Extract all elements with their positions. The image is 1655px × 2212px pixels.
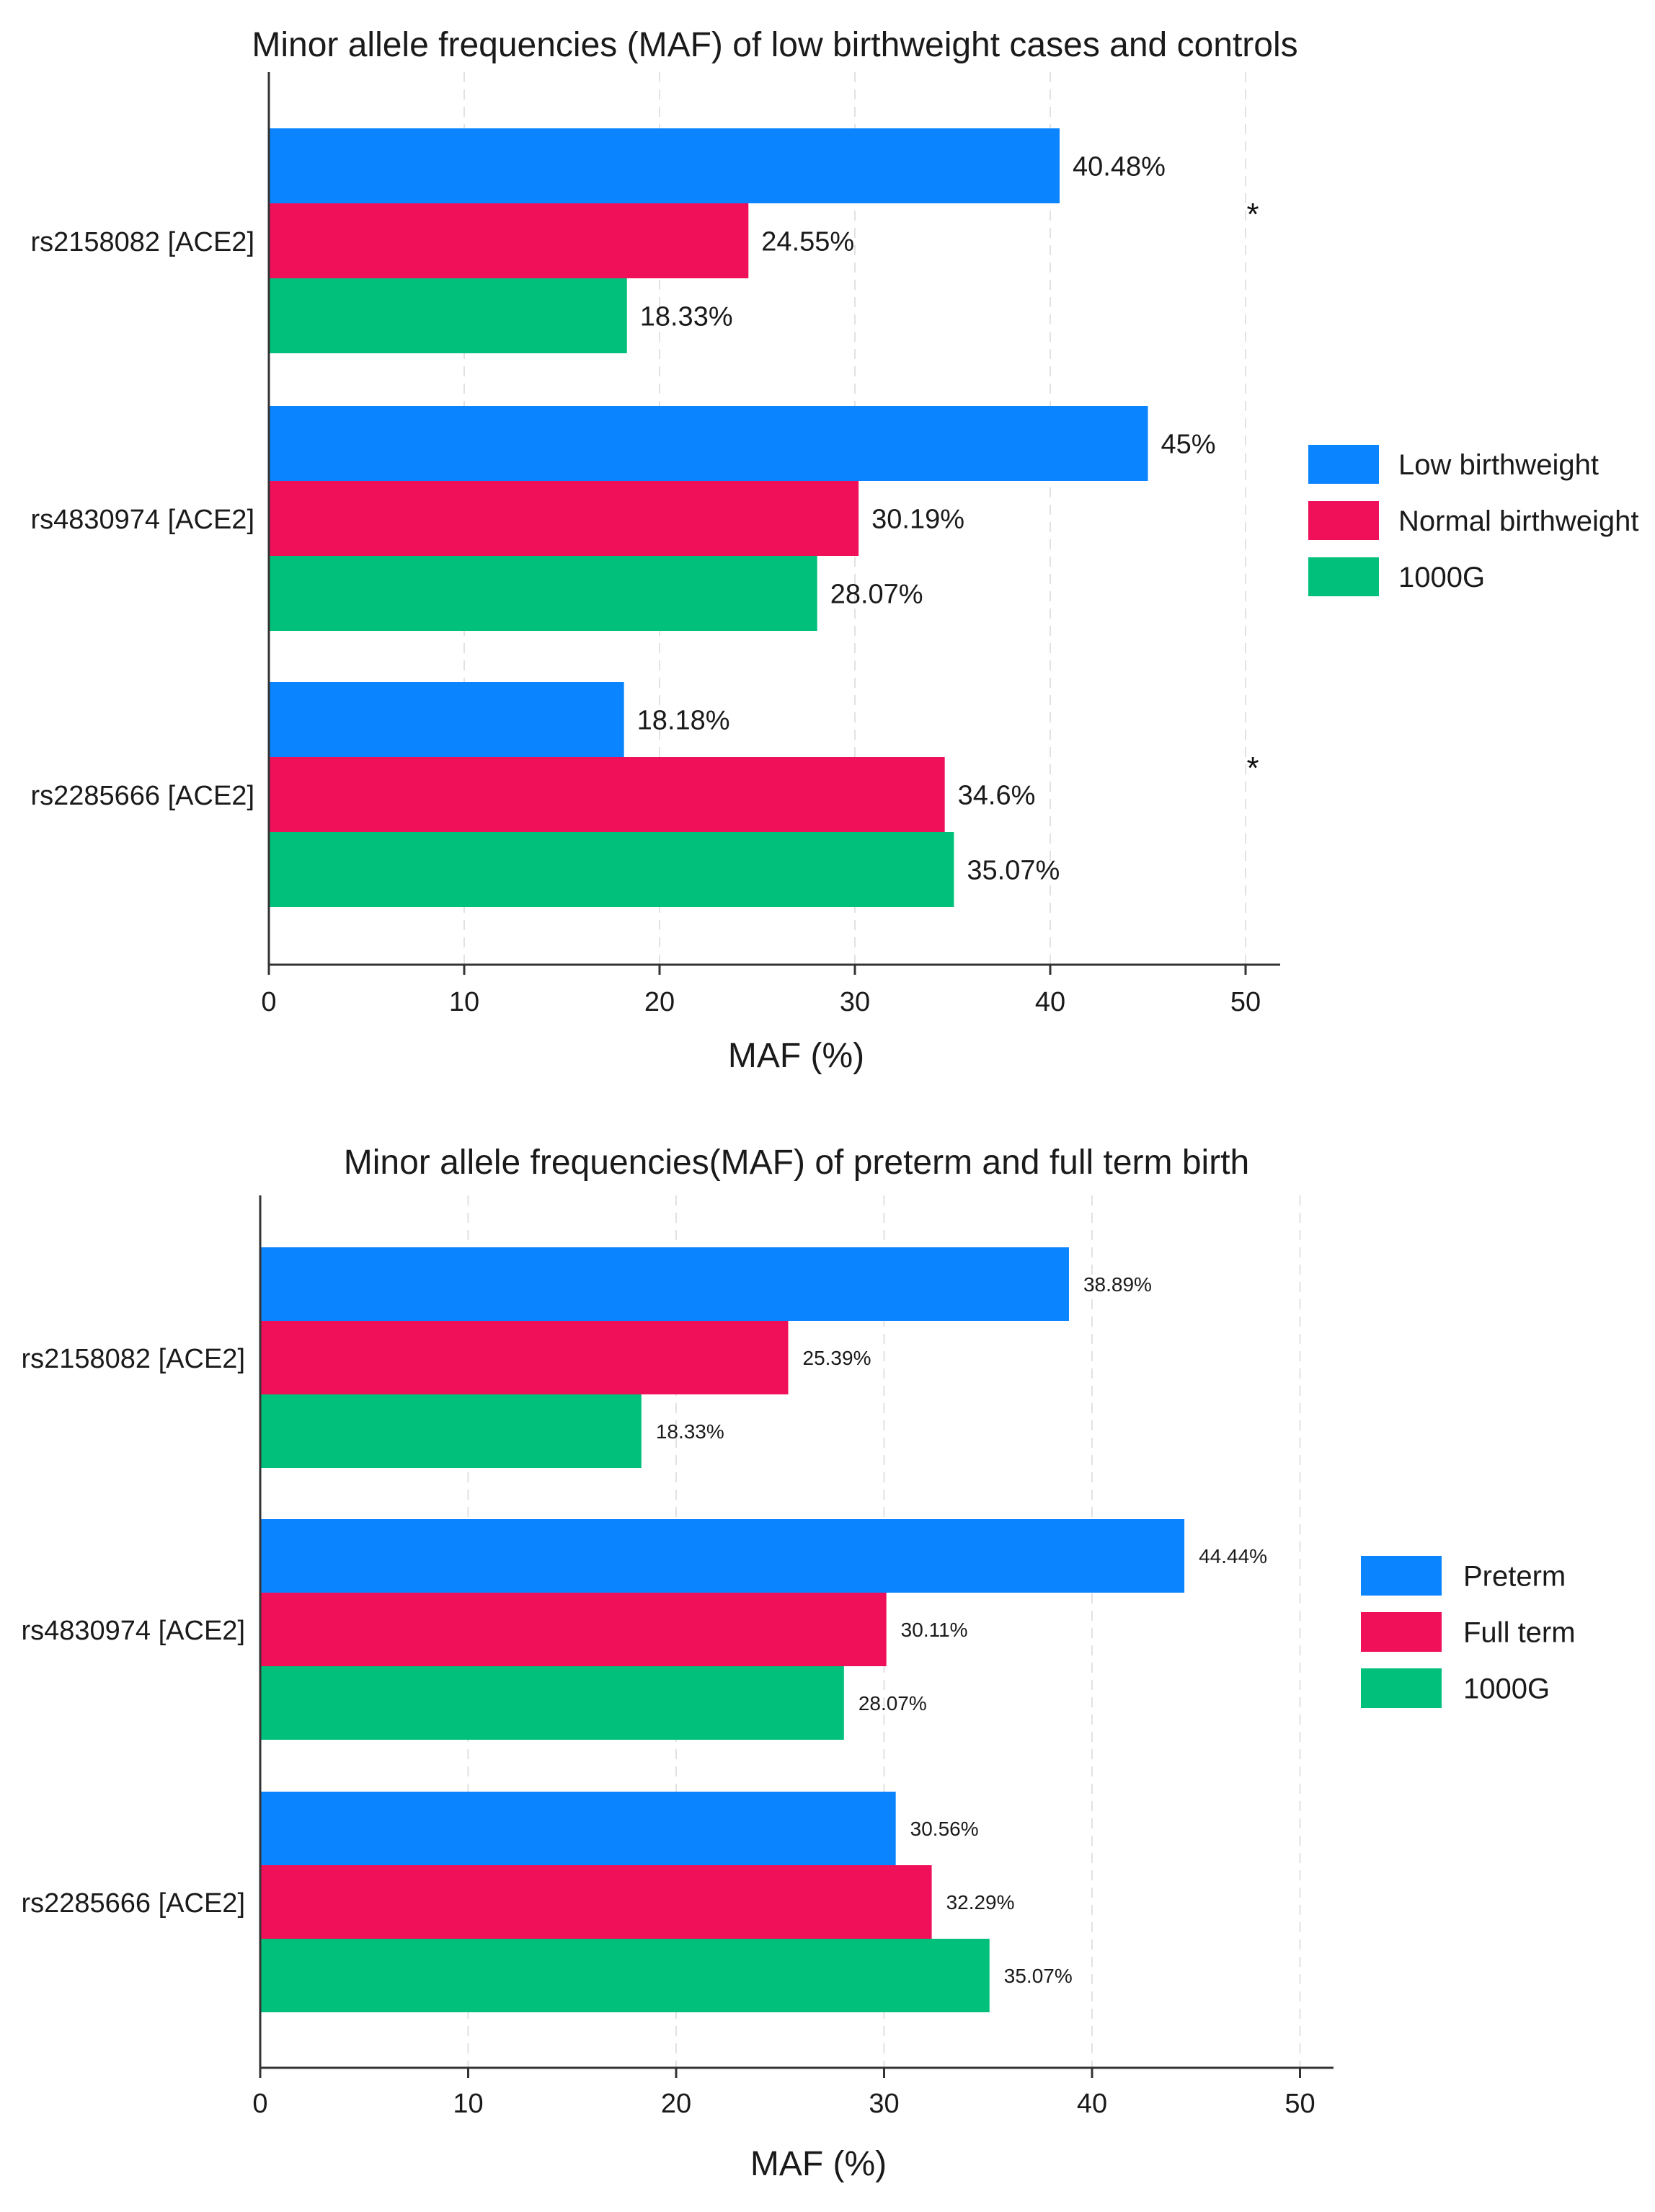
bar	[260, 1321, 789, 1394]
legend-swatch	[1361, 1556, 1442, 1596]
category-label: rs4830974 [ACE2]	[21, 1616, 245, 1646]
data-label: 30.11%	[901, 1619, 968, 1641]
x-tick-label: 40	[1077, 2089, 1107, 2119]
bar	[269, 556, 817, 631]
legend: Low birthweight Normal birthweight 1000G	[1308, 445, 1638, 596]
legend-swatch	[1308, 501, 1379, 540]
chart-title: Minor allele frequencies(MAF) of preterm…	[344, 1143, 1249, 1182]
data-label: 34.6%	[958, 781, 1036, 811]
legend-label: Preterm	[1463, 1561, 1566, 1593]
data-label: 25.39%	[803, 1347, 871, 1369]
category-label: rs2285666 [ACE2]	[21, 1888, 245, 1919]
bar	[260, 1519, 1185, 1593]
data-label: 18.33%	[640, 302, 733, 332]
legend-label: 1000G	[1398, 562, 1485, 593]
data-label: 24.55%	[761, 227, 854, 257]
bar	[269, 757, 945, 832]
x-axis-title: MAF (%)	[750, 2145, 887, 2183]
legend-label: Normal birthweight	[1398, 505, 1638, 537]
bar	[260, 1666, 844, 1740]
chart-low-birthweight: Minor allele frequencies (MAF) of low bi…	[30, 26, 1638, 1075]
category-label: rs4830974 [ACE2]	[30, 505, 254, 535]
legend: Preterm Full term 1000G	[1361, 1556, 1576, 1708]
bar	[260, 1247, 1069, 1321]
x-tick-label: 20	[644, 987, 675, 1017]
data-label: 40.48%	[1073, 152, 1166, 182]
legend-swatch	[1361, 1668, 1442, 1708]
x-tick-label: 20	[661, 2089, 691, 2119]
x-tick-label: 30	[869, 2089, 899, 2119]
legend-label: Full term	[1463, 1617, 1576, 1649]
data-label: 38.89%	[1083, 1273, 1152, 1296]
chart-title: Minor allele frequencies (MAF) of low bi…	[252, 26, 1297, 64]
data-label: 35.07%	[1004, 1965, 1073, 1987]
x-tick-label: 0	[252, 2089, 267, 2119]
bar	[269, 128, 1060, 203]
x-tick-label: 10	[449, 987, 479, 1017]
category-label: rs2285666 [ACE2]	[30, 781, 254, 811]
data-label: 28.07%	[830, 580, 923, 610]
data-label: 30.56%	[910, 1818, 979, 1840]
bar	[260, 1865, 932, 1939]
legend-label: 1000G	[1463, 1673, 1550, 1705]
bar	[269, 406, 1148, 481]
bar	[269, 481, 859, 556]
x-axis-title: MAF (%)	[728, 1037, 864, 1075]
bar	[269, 203, 749, 278]
bar	[260, 1792, 896, 1865]
category-label: rs2158082 [ACE2]	[21, 1344, 245, 1374]
chart-preterm: Minor allele frequencies(MAF) of preterm…	[21, 1143, 1576, 2183]
data-label: 18.33%	[656, 1420, 724, 1443]
bar	[260, 1593, 887, 1666]
category-label: rs2158082 [ACE2]	[30, 227, 254, 257]
data-label: 18.18%	[637, 706, 730, 736]
x-tick-label: 40	[1035, 987, 1065, 1017]
data-label: 28.07%	[858, 1692, 927, 1715]
data-label: 32.29%	[946, 1891, 1015, 1914]
x-tick-label: 0	[261, 987, 276, 1017]
significance-marker: *	[1246, 197, 1259, 232]
legend-swatch	[1308, 557, 1379, 596]
x-tick-label: 30	[840, 987, 870, 1017]
x-tick-label: 10	[453, 2089, 483, 2119]
data-label: 30.19%	[871, 505, 964, 535]
bar	[269, 278, 627, 353]
legend-label: Low birthweight	[1398, 449, 1599, 481]
x-tick-label: 50	[1230, 987, 1261, 1017]
data-label: 45%	[1161, 430, 1216, 460]
x-tick-label: 50	[1284, 2089, 1315, 2119]
data-label: 35.07%	[967, 856, 1060, 886]
bar	[260, 1394, 642, 1468]
legend-swatch	[1361, 1612, 1442, 1652]
data-label: 44.44%	[1199, 1545, 1267, 1567]
legend-swatch	[1308, 445, 1379, 484]
bar	[260, 1939, 990, 2012]
significance-marker: *	[1246, 751, 1259, 786]
bar	[269, 832, 954, 907]
bar	[269, 682, 624, 757]
